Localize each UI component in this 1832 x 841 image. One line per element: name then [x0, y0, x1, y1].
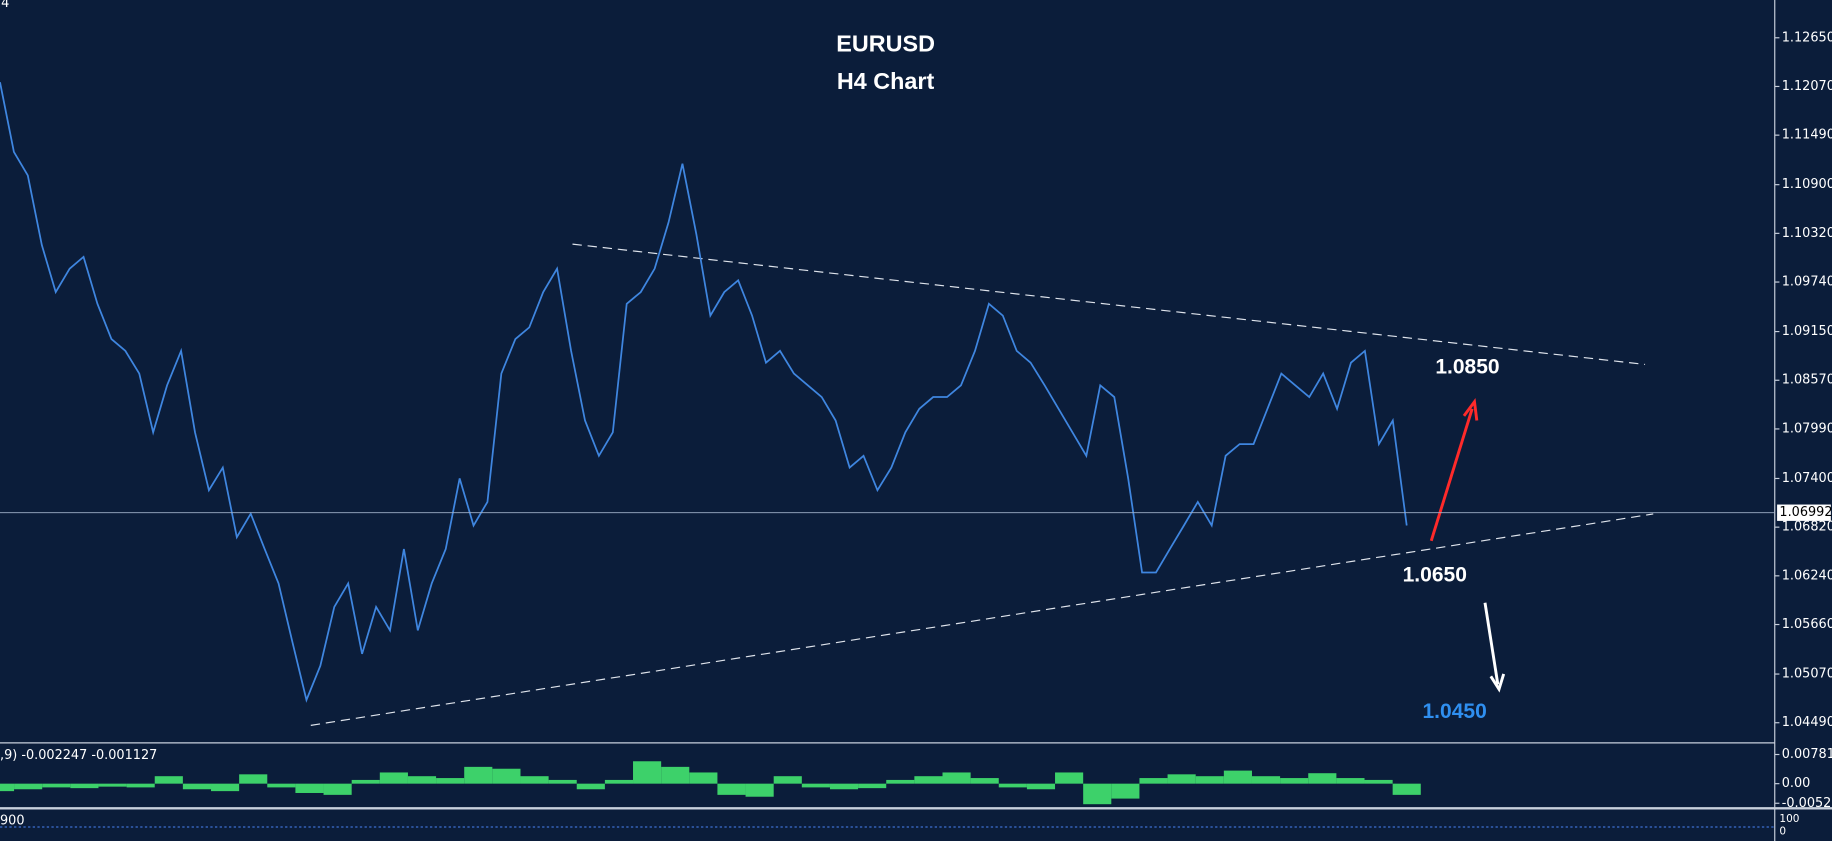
histogram-bar — [464, 766, 493, 784]
y-tick-label: 1.09150 — [1782, 324, 1832, 339]
histogram-bar — [407, 776, 437, 784]
indicator2-label: 900 — [0, 814, 25, 829]
indicator-label: ,9) -0.002247 -0.001127 — [0, 748, 157, 763]
histogram-bar — [1392, 783, 1421, 795]
histogram-bar — [661, 766, 690, 784]
histogram-bar — [604, 779, 634, 784]
histogram-bar — [295, 783, 324, 793]
histogram-bar — [829, 783, 859, 790]
level-annotation: 1.0450 — [1422, 700, 1486, 723]
y-tick-label: 1.12070 — [1782, 79, 1832, 94]
y-tick-label: 1.10320 — [1782, 226, 1832, 241]
histogram-bar — [492, 768, 521, 784]
histogram-bar — [1308, 773, 1337, 784]
histogram-bar — [942, 772, 971, 784]
histogram-bar — [745, 783, 774, 797]
y-tick-label: 1.05070 — [1782, 667, 1832, 682]
histogram-bar — [239, 774, 268, 784]
histogram-bar — [70, 783, 99, 789]
resistance-trendline — [572, 243, 1646, 366]
y-tick-label: 1.11490 — [1782, 128, 1832, 143]
histogram-bar — [1336, 778, 1365, 784]
indicator2-axis-label: 0 — [1779, 826, 1786, 838]
histogram-bar — [998, 783, 1027, 788]
y-tick-label: 1.10900 — [1782, 177, 1832, 192]
histogram-bar — [154, 776, 183, 784]
last-price-box — [1777, 504, 1831, 521]
histogram-bar — [576, 783, 605, 790]
histogram-bar — [520, 776, 549, 784]
histogram-bar — [801, 783, 830, 788]
histogram-bar — [0, 783, 15, 792]
bull-arrow-head — [1462, 398, 1479, 421]
histogram-bar — [914, 776, 943, 784]
y-tick-label: 1.06240 — [1782, 568, 1832, 583]
indicator2-axis-label: 100 — [1779, 813, 1799, 825]
last-price-label: 1.06992 — [1779, 505, 1832, 520]
bear-arrow — [1483, 602, 1500, 685]
histogram-bar — [351, 779, 380, 784]
histogram-bar — [436, 778, 465, 784]
bull-arrow — [1429, 408, 1474, 542]
histogram-bar — [126, 783, 155, 788]
y-tick-label: 1.05660 — [1782, 617, 1832, 632]
histogram-bar — [1251, 776, 1281, 784]
y-tick-label: 1.04490 — [1782, 715, 1832, 730]
histogram-bar — [1055, 772, 1084, 784]
y-tick-label: 0.007812 — [1782, 747, 1832, 762]
histogram-bar — [211, 783, 240, 792]
y-tick-label: 1.08570 — [1782, 373, 1832, 388]
price-line — [0, 82, 1408, 703]
level-annotation: 1.0850 — [1435, 355, 1499, 378]
histogram-bar — [717, 783, 746, 795]
histogram-bar — [633, 761, 662, 784]
histogram-bar — [970, 778, 999, 784]
y-tick-label: 1.09740 — [1782, 275, 1832, 290]
histogram-bar — [267, 783, 296, 788]
histogram-bar — [98, 783, 127, 787]
histogram-bar — [1083, 783, 1112, 805]
level-annotation: 1.0650 — [1403, 563, 1467, 586]
histogram-bar — [1195, 776, 1224, 784]
histogram-bar — [1139, 778, 1168, 784]
histogram-bar — [1364, 779, 1393, 784]
y-tick-label: 1.06820 — [1782, 520, 1832, 535]
y-tick-label: 1.12650 — [1782, 30, 1832, 45]
histogram-bar — [379, 772, 408, 784]
histogram-bar — [1167, 774, 1196, 784]
corner-label: 4 — [1, 0, 9, 11]
support-trendline — [310, 513, 1654, 726]
histogram-bar — [773, 776, 802, 784]
y-tick-label: 0.00 — [1782, 776, 1811, 791]
histogram-bar — [42, 783, 71, 788]
y-tick-label: -0.00525 — [1782, 796, 1832, 811]
histogram-bar — [548, 779, 577, 784]
chart-title: EURUSD — [836, 31, 935, 57]
histogram-bar — [1111, 783, 1140, 799]
y-tick-label: 1.07990 — [1782, 421, 1832, 436]
chart-subtitle: H4 Chart — [837, 68, 935, 94]
histogram-bar — [1280, 778, 1309, 784]
histogram-bar — [886, 779, 915, 784]
histogram-bar — [182, 783, 212, 790]
histogram-bar — [1026, 783, 1056, 790]
histogram-bar — [323, 783, 352, 795]
histogram-bar — [858, 783, 887, 789]
bear-arrow-head — [1489, 673, 1506, 693]
histogram-bar — [14, 783, 43, 790]
histogram-bar — [1223, 770, 1252, 784]
y-tick-label: 1.07400 — [1782, 471, 1832, 486]
histogram-bar — [689, 772, 718, 784]
